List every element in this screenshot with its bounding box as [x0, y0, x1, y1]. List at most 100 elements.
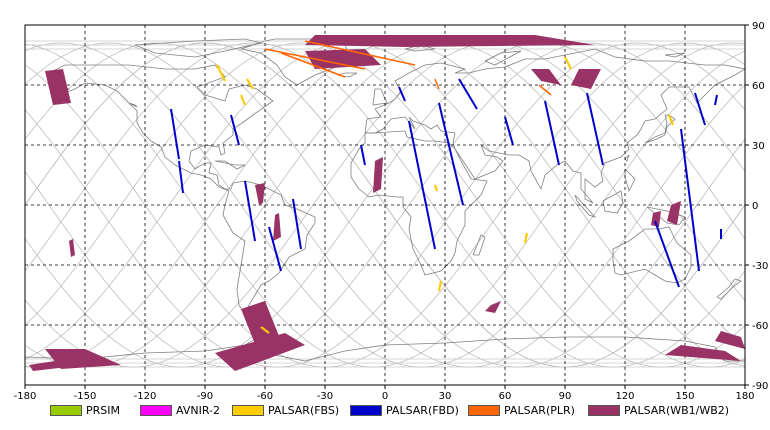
fbd-strip — [398, 86, 406, 102]
legend-swatch — [50, 404, 82, 416]
legend-label: AVNIR-2 — [176, 403, 220, 417]
fbd-strip — [360, 144, 366, 166]
coastline — [472, 234, 486, 256]
coastline — [624, 168, 636, 193]
legend-label: PALSAR(PLR) — [504, 403, 575, 417]
coastline — [664, 52, 686, 58]
x-tick-label: -180 — [14, 391, 37, 400]
legend-swatch — [140, 404, 172, 416]
coastline — [716, 278, 742, 300]
legend-item: PALSAR(WB1/WB2) — [588, 403, 729, 417]
x-tick-label: 150 — [675, 391, 694, 400]
x-tick-label: 0 — [382, 391, 388, 400]
lat-lon-grid — [25, 25, 745, 385]
fbd-strip — [268, 226, 282, 272]
fbd-strip — [694, 92, 706, 126]
legend: PRSIM AVNIR-2 PALSAR(FBS) PALSAR(FBD) PALSAR… — [0, 401, 770, 421]
wb-swath — [715, 331, 745, 349]
y-tick-label: 0 — [752, 201, 758, 212]
x-tick-label: 90 — [559, 391, 572, 400]
wb-swath — [485, 301, 501, 313]
legend-label: PRSIM — [86, 403, 120, 417]
legend-item: PRSIM — [50, 403, 120, 417]
fbd-strip — [714, 94, 718, 106]
wb-swath — [571, 69, 601, 89]
plr-strip — [304, 40, 416, 66]
fbd-strip — [244, 180, 256, 242]
legend-item: PALSAR(FBS) — [232, 403, 339, 417]
x-tick-label: 60 — [499, 391, 512, 400]
fbd-strip — [178, 160, 184, 194]
coverage-map: -180 -150 -120 -90 -60 -30 0 30 60 90 120 150 180 90 6… — [14, 21, 769, 400]
fbd-strip — [170, 108, 180, 160]
y-tick-label: -60 — [752, 321, 768, 332]
legend-item: PALSAR(FBD) — [350, 403, 459, 417]
fbd-strip — [292, 198, 302, 250]
x-tick-label: 180 — [735, 391, 754, 400]
legend-swatch — [588, 404, 620, 416]
coastline — [574, 194, 597, 218]
legend-swatch — [350, 404, 382, 416]
fbd-strip — [438, 102, 464, 206]
plr-strip — [264, 48, 366, 70]
plr-strip — [538, 84, 552, 96]
x-tick-label: -90 — [197, 391, 213, 400]
fbs-strip — [239, 94, 247, 106]
wb-swath — [69, 239, 75, 257]
wb-swath — [531, 69, 561, 85]
y-tick-label: 90 — [752, 21, 765, 32]
legend-swatch — [232, 404, 264, 416]
coastline — [602, 190, 624, 214]
x-tick-label: 120 — [615, 391, 634, 400]
coastline — [484, 50, 522, 66]
x-tick-label: -60 — [257, 391, 273, 400]
wb-swath — [667, 201, 681, 225]
legend-item: PALSAR(PLR) — [468, 403, 575, 417]
fbd-strip — [504, 116, 514, 146]
wb-swath — [45, 69, 71, 105]
axis-ticks: -180 -150 -120 -90 -60 -30 0 30 60 90 120 150 180 90 6… — [14, 21, 769, 400]
fbs-strip — [437, 280, 443, 292]
coastline — [214, 160, 246, 170]
fbs-strip — [667, 114, 675, 126]
fbd-strip — [654, 220, 680, 288]
fbd-strip — [680, 128, 700, 272]
wb-swath — [255, 183, 265, 205]
coastline — [24, 330, 745, 362]
plr-strip — [280, 52, 346, 78]
wb-swath — [273, 213, 281, 241]
fbd-strip — [230, 114, 240, 146]
coastline — [364, 48, 747, 204]
legend-label: PALSAR(FBD) — [386, 403, 459, 417]
legend-label: PALSAR(WB1/WB2) — [624, 403, 730, 417]
observation-footprints — [29, 35, 745, 371]
plr-strip — [434, 78, 440, 90]
wb-swath — [665, 345, 741, 361]
fbd-strip — [458, 78, 478, 110]
coastline — [646, 206, 686, 226]
coastline — [134, 38, 262, 58]
fbs-strip — [246, 78, 254, 90]
x-tick-label: 30 — [439, 391, 452, 400]
x-tick-label: -30 — [317, 391, 333, 400]
fbs-strip — [564, 56, 572, 70]
wb-swath — [373, 157, 383, 193]
legend-item: AVNIR-2 — [140, 403, 220, 417]
legend-swatch — [468, 404, 500, 416]
y-tick-label: -30 — [752, 261, 768, 272]
fbd-strip — [408, 120, 436, 250]
fbs-strip — [523, 232, 529, 244]
legend-label: PALSAR(FBS) — [268, 403, 340, 417]
x-tick-label: -150 — [74, 391, 97, 400]
wb-swath — [305, 35, 595, 47]
wb-swath — [215, 333, 305, 371]
fbd-strip — [586, 92, 604, 166]
fbs-strip — [260, 326, 270, 334]
fbd-strip — [544, 100, 560, 166]
y-tick-label: 60 — [752, 81, 765, 92]
wb-swath — [651, 211, 661, 227]
x-tick-label: -120 — [134, 391, 157, 400]
y-tick-label: 30 — [752, 141, 765, 152]
coastline — [350, 130, 488, 276]
fbs-strip — [433, 184, 439, 192]
